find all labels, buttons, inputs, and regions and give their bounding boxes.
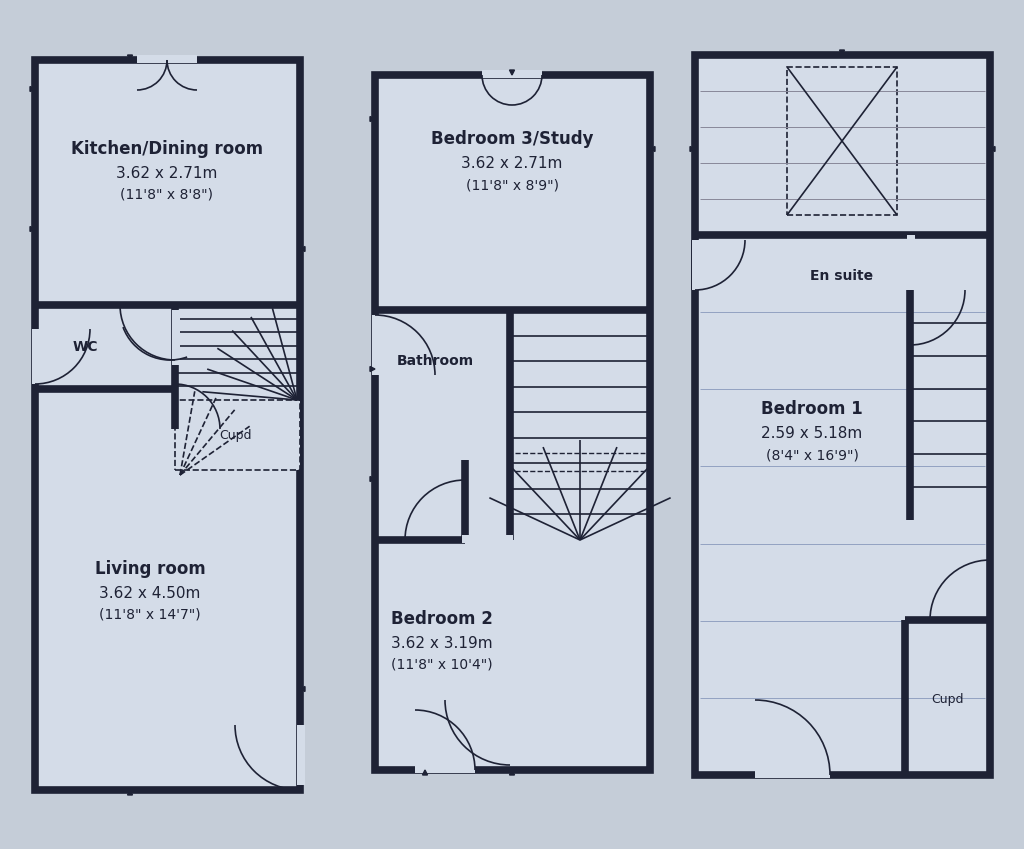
Bar (787, 67, 897, 215)
Polygon shape (370, 367, 375, 372)
Polygon shape (128, 790, 132, 795)
Text: Living room: Living room (94, 560, 206, 578)
Polygon shape (30, 227, 35, 232)
Text: Bedroom 3/Study: Bedroom 3/Study (431, 130, 593, 148)
Polygon shape (300, 687, 305, 691)
Text: (11'8" x 10'4"): (11'8" x 10'4") (391, 658, 493, 672)
Text: (8'4" x 16'9"): (8'4" x 16'9") (766, 448, 858, 462)
Bar (462, 535, 513, 543)
Text: 3.62 x 3.19m: 3.62 x 3.19m (391, 636, 493, 650)
Polygon shape (370, 476, 375, 481)
Text: Bedroom 2: Bedroom 2 (391, 610, 493, 628)
Text: Cupd: Cupd (931, 693, 964, 706)
Polygon shape (650, 147, 655, 151)
Text: 2.59 x 5.18m: 2.59 x 5.18m (762, 425, 862, 441)
Polygon shape (510, 70, 514, 75)
Text: Kitchen/Dining room: Kitchen/Dining room (71, 140, 263, 158)
Bar (372, 315, 380, 375)
Polygon shape (128, 55, 132, 60)
Polygon shape (510, 770, 514, 775)
Text: Cupd: Cupd (219, 429, 251, 441)
Polygon shape (370, 116, 375, 121)
Text: (11'8" x 14'7"): (11'8" x 14'7") (99, 608, 201, 622)
Bar (507, 700, 515, 765)
Text: (11'8" x 8'8"): (11'8" x 8'8") (121, 187, 213, 201)
Text: WC: WC (73, 340, 97, 354)
Text: (11'8" x 8'9"): (11'8" x 8'9") (466, 178, 558, 192)
Text: 3.62 x 2.71m: 3.62 x 2.71m (462, 155, 562, 171)
Bar (32, 329, 40, 384)
Bar (482, 70, 542, 78)
Bar (907, 235, 915, 290)
Bar (137, 55, 197, 63)
Text: 3.62 x 4.50m: 3.62 x 4.50m (99, 586, 201, 600)
Polygon shape (990, 147, 995, 151)
Bar (375, 75, 650, 770)
Text: Bedroom 1: Bedroom 1 (761, 400, 863, 418)
Bar (695, 55, 990, 775)
Bar (297, 725, 305, 785)
Text: 3.62 x 2.71m: 3.62 x 2.71m (117, 166, 218, 181)
Polygon shape (690, 147, 695, 151)
Polygon shape (840, 50, 845, 55)
Text: Bathroom: Bathroom (396, 354, 473, 368)
Polygon shape (30, 87, 35, 92)
Bar (175, 400, 300, 470)
Polygon shape (423, 770, 427, 775)
Bar (35, 60, 300, 790)
Bar (692, 240, 700, 290)
Bar (172, 310, 180, 365)
Text: En suite: En suite (810, 269, 873, 283)
Bar (755, 770, 830, 778)
Bar (415, 765, 475, 773)
Polygon shape (300, 246, 305, 251)
